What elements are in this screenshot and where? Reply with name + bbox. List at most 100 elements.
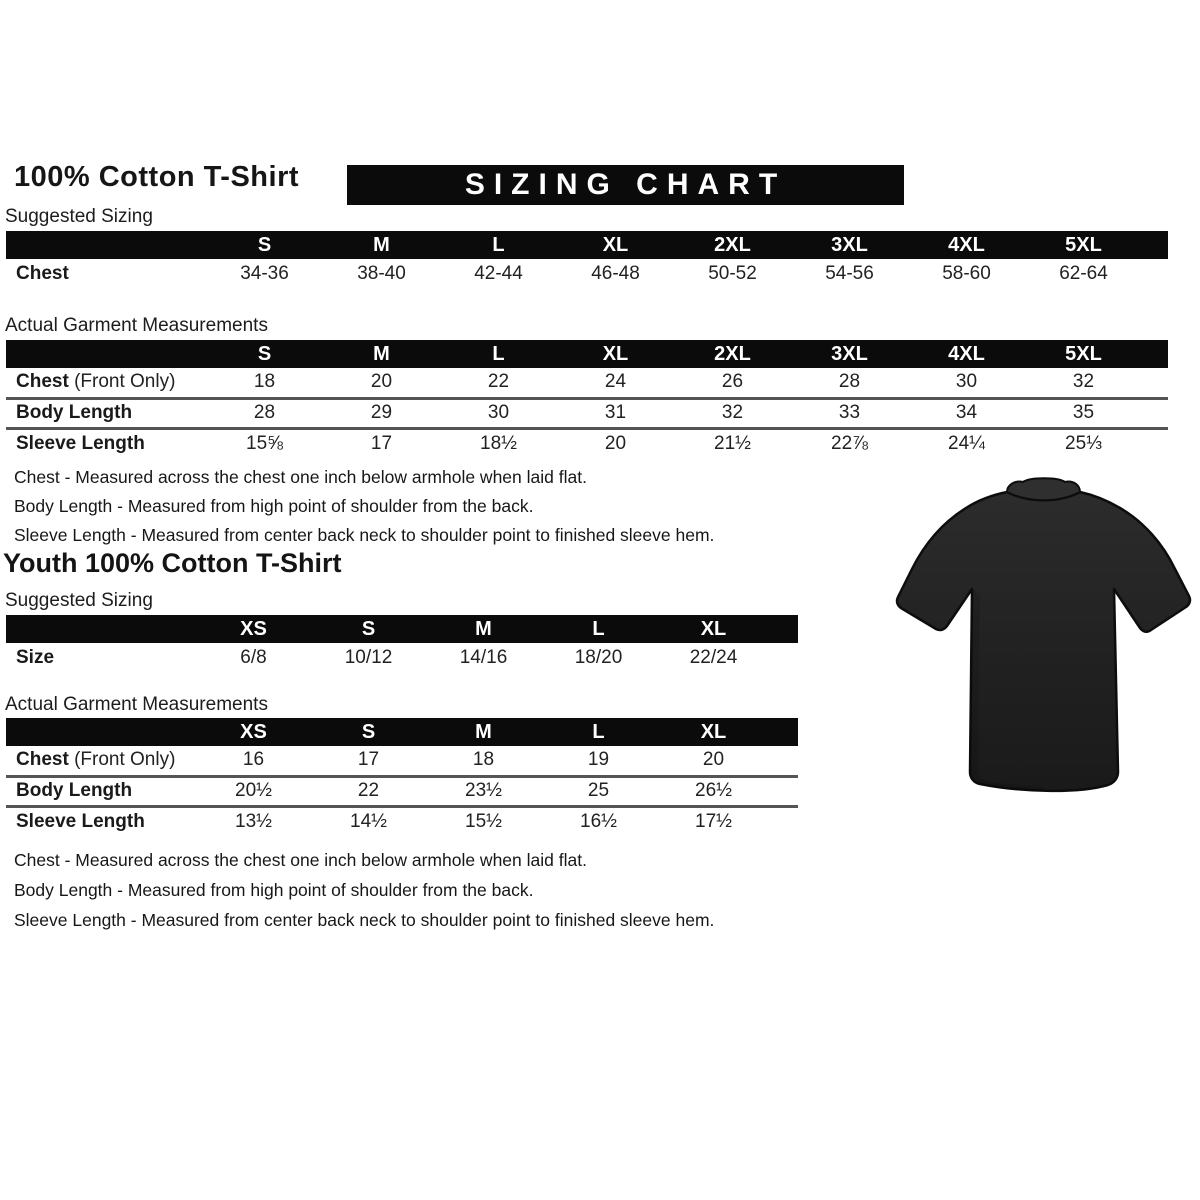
- size-cell: 26: [721, 371, 744, 393]
- adult-suggested-sizing-label: Suggested Sizing: [5, 206, 153, 227]
- size-cell: 25⅓: [1025, 426, 1142, 458]
- size-cell: 20½: [196, 774, 311, 806]
- size-cell: 17: [357, 749, 380, 771]
- column-header: M: [323, 231, 440, 259]
- column-header: 5XL: [1025, 231, 1142, 259]
- measurement-note-sleeve-length: Sleeve Length - Measured from center bac…: [14, 910, 715, 930]
- size-cell: 19: [587, 749, 610, 771]
- size-cell: 38-40: [357, 263, 406, 284]
- table-row-chest: Chest 34-36 38-40 42-44 46-48 50-52 54-5…: [6, 259, 1168, 289]
- size-cell: 20: [370, 371, 393, 393]
- size-cell: 15½: [426, 804, 541, 836]
- header-row: XS S M L XL: [6, 718, 798, 746]
- header-row: S M L XL 2XL 3XL 4XL 5XL: [6, 340, 1168, 368]
- column-header: L: [541, 615, 656, 643]
- row-label: Chest (Front Only): [16, 371, 176, 393]
- row-label: Sleeve Length: [6, 804, 196, 836]
- size-cell: 34-36: [240, 263, 289, 284]
- corner-cell: [6, 231, 206, 259]
- column-header: XS: [196, 615, 311, 643]
- size-cell: 22: [487, 371, 510, 393]
- size-cell: 6/8: [240, 647, 267, 668]
- spacer-cell: [771, 615, 798, 643]
- column-header: XS: [196, 718, 311, 746]
- column-header: 3XL: [791, 340, 908, 368]
- measurement-note-chest: Chest - Measured across the chest one in…: [14, 467, 587, 487]
- youth-suggested-sizing-table: XS S M L XL Size 6/8 10/12 14/16 18/20 2…: [6, 615, 798, 673]
- column-header: 2XL: [674, 340, 791, 368]
- size-cell: 17: [323, 426, 440, 458]
- size-cell: 35: [1025, 396, 1142, 428]
- sizing-chart-banner-text: SIZING CHART: [464, 168, 787, 201]
- spacer-cell: [771, 746, 798, 776]
- spacer-cell: [1142, 368, 1168, 398]
- size-cell: 32: [1072, 371, 1095, 393]
- size-cell: 46-48: [591, 263, 640, 284]
- youth-measurement-notes: Chest - Measured across the chest one in…: [14, 845, 714, 935]
- spacer-cell: [1142, 426, 1168, 458]
- header-row: S M L XL 2XL 3XL 4XL 5XL: [6, 231, 1168, 259]
- corner-cell: [6, 615, 196, 643]
- measurement-note-sleeve-length: Sleeve Length - Measured from center bac…: [14, 525, 715, 545]
- size-cell: 21½: [674, 426, 791, 458]
- row-label: Chest: [16, 263, 69, 284]
- tshirt-collar: [1005, 477, 1082, 502]
- size-cell: 33: [791, 396, 908, 428]
- table-row-body-length: Body Length 20½ 22 23½ 25 26½: [6, 774, 798, 806]
- spacer-cell: [1142, 396, 1168, 428]
- table-row-chest: Chest (Front Only) 18 20 22 24 26 28 30 …: [6, 368, 1168, 398]
- size-cell: 58-60: [942, 263, 991, 284]
- column-header: 3XL: [791, 231, 908, 259]
- table-row-body-length: Body Length 28 29 30 31 32 33 34 35: [6, 396, 1168, 428]
- corner-cell: [6, 340, 206, 368]
- table-row-sleeve-length: Sleeve Length 13½ 14½ 15½ 16½ 17½: [6, 804, 798, 836]
- adult-actual-measurements-label: Actual Garment Measurements: [5, 315, 268, 336]
- table-row-size: Size 6/8 10/12 14/16 18/20 22/24: [6, 643, 798, 673]
- youth-section-title: Youth 100% Cotton T-Shirt: [3, 548, 342, 578]
- size-cell: 50-52: [708, 263, 757, 284]
- youth-actual-measurements-table: XS S M L XL Chest (Front Only) 16 17 18 …: [6, 718, 798, 836]
- column-header: 4XL: [908, 340, 1025, 368]
- size-cell: 20: [557, 426, 674, 458]
- column-header: S: [206, 340, 323, 368]
- size-cell: 24: [604, 371, 627, 393]
- size-cell: 30: [440, 396, 557, 428]
- column-header: L: [440, 340, 557, 368]
- column-header: M: [323, 340, 440, 368]
- row-label: Body Length: [6, 774, 196, 806]
- spacer-cell: [771, 774, 798, 806]
- column-header: L: [440, 231, 557, 259]
- spacer-cell: [771, 718, 798, 746]
- tshirt-body: [895, 490, 1192, 793]
- header-row: XS S M L XL: [6, 615, 798, 643]
- table-row-sleeve-length: Sleeve Length 15⅝ 17 18½ 20 21½ 22⅞ 24¼ …: [6, 426, 1168, 458]
- tshirt-image: [895, 477, 1192, 793]
- column-header: XL: [557, 231, 674, 259]
- size-cell: 13½: [196, 804, 311, 836]
- size-cell: 18: [253, 371, 276, 393]
- column-header: S: [206, 231, 323, 259]
- column-header: M: [426, 615, 541, 643]
- size-cell: 25: [541, 774, 656, 806]
- spacer-cell: [771, 804, 798, 836]
- size-cell: 18: [472, 749, 495, 771]
- size-cell: 23½: [426, 774, 541, 806]
- column-header: XL: [656, 718, 771, 746]
- page-title: 100% Cotton T-Shirt: [14, 161, 300, 193]
- size-cell: 15⅝: [206, 426, 323, 458]
- measurement-note-body-length: Body Length - Measured from high point o…: [14, 880, 534, 900]
- size-cell: 22: [311, 774, 426, 806]
- size-cell: 10/12: [344, 647, 393, 668]
- size-cell: 54-56: [825, 263, 874, 284]
- column-header: XL: [557, 340, 674, 368]
- column-header: L: [541, 718, 656, 746]
- column-header: 2XL: [674, 231, 791, 259]
- row-label: Chest (Front Only): [16, 749, 176, 771]
- spacer-cell: [771, 643, 798, 673]
- youth-suggested-sizing-label: Suggested Sizing: [5, 590, 153, 611]
- column-header: M: [426, 718, 541, 746]
- size-cell: 30: [955, 371, 978, 393]
- size-cell: 31: [557, 396, 674, 428]
- sizing-chart-banner: SIZING CHART: [347, 165, 904, 205]
- measurement-note-body-length: Body Length - Measured from high point o…: [14, 496, 534, 516]
